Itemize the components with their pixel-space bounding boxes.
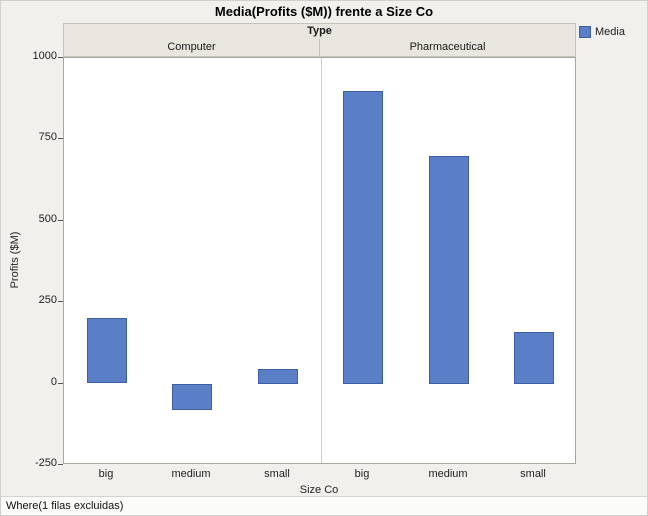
x-axis-title: Size Co xyxy=(299,484,339,496)
facet-group-computer: Computer xyxy=(63,39,320,57)
facet-header-type: Type xyxy=(63,23,576,40)
bar-computer-small[interactable] xyxy=(258,369,298,384)
x-tick-label: small xyxy=(520,468,546,480)
y-tick-label: -250 xyxy=(34,457,57,469)
y-tick-label: 750 xyxy=(38,131,57,144)
legend-label: Media xyxy=(595,26,625,38)
legend-item-media[interactable]: Media xyxy=(579,26,625,38)
y-tick-label: 0 xyxy=(50,375,57,388)
bar-pharmaceutical-big[interactable] xyxy=(343,91,383,384)
chart-title: Media(Profits ($M)) frente a Size Co xyxy=(214,4,434,19)
status-bar: Where(1 filas excluidas) xyxy=(1,496,647,515)
x-tick-label: big xyxy=(354,468,370,480)
plot-area xyxy=(63,57,576,464)
x-tick-label: small xyxy=(264,468,290,480)
facet-group-pharmaceutical: Pharmaceutical xyxy=(320,39,576,57)
where-clause-text: Where(1 filas excluidas) xyxy=(6,500,124,512)
legend-swatch[interactable] xyxy=(579,26,591,38)
y-tick-label: 1000 xyxy=(32,50,57,62)
y-tick-label: 250 xyxy=(38,294,57,307)
bar-computer-medium[interactable] xyxy=(172,384,212,410)
y-tick-label: 500 xyxy=(38,212,57,225)
bar-pharmaceutical-small[interactable] xyxy=(514,332,554,384)
facet-group-header-row: Computer Pharmaceutical xyxy=(63,39,576,57)
x-tick-label: medium xyxy=(428,468,468,480)
x-tick-label: big xyxy=(98,468,114,480)
bar-computer-big[interactable] xyxy=(87,318,127,383)
x-tick-label: medium xyxy=(171,468,211,480)
y-axis-title: Profits ($M) xyxy=(9,231,21,289)
bar-pharmaceutical-medium[interactable] xyxy=(429,156,469,384)
y-tick-mark xyxy=(58,464,63,465)
panel-divider xyxy=(321,58,322,463)
